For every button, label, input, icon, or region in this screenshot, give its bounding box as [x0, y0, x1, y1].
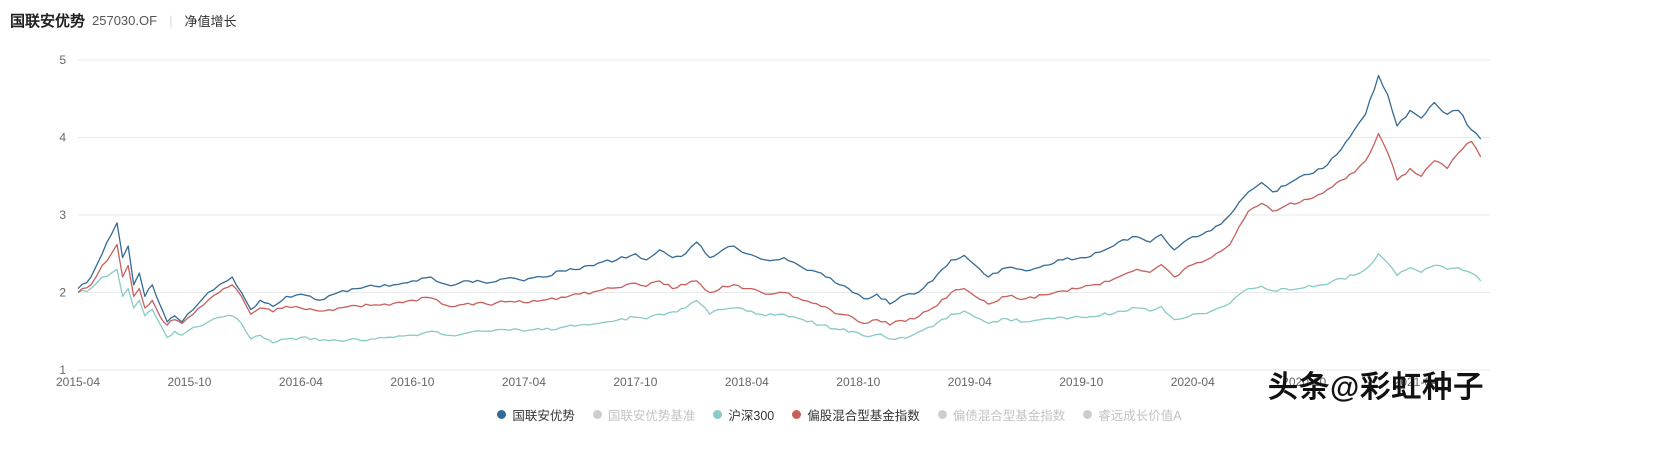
fund-title: 国联安优势: [10, 12, 86, 30]
tab-net-value-growth[interactable]: 净值增长: [184, 13, 237, 29]
x-axis-label: 2019-04: [948, 375, 992, 389]
x-axis-label: 2020-10: [1282, 375, 1326, 389]
legend-label: 沪深300: [728, 408, 775, 423]
y-axis-label: 1: [59, 363, 66, 377]
x-axis-label: 2018-04: [725, 375, 769, 389]
series-line-3: [77, 132, 1482, 326]
y-axis-label: 2: [59, 286, 66, 300]
y-axis-label: 5: [59, 53, 66, 67]
y-axis-label: 3: [59, 208, 66, 222]
legend-label: 睿远成长价值A: [1098, 408, 1182, 423]
legend-dot: [937, 409, 947, 419]
legend-dot: [1083, 409, 1093, 419]
watermark: 头条@彩虹种子: [1268, 371, 1485, 404]
x-axis-label: 2015-10: [167, 375, 211, 389]
legend-item-4[interactable]: 偏债混合型基金指数: [937, 405, 1066, 424]
legend-label: 国联安优势基准: [607, 408, 696, 423]
x-axis-label: 2016-04: [279, 375, 323, 389]
x-axis-label: 2020-04: [1171, 375, 1215, 389]
legend-label: 国联安优势: [512, 408, 575, 423]
legend-item-2[interactable]: 沪深300: [713, 405, 774, 424]
legend-dot: [497, 409, 507, 419]
series-line-0: [77, 74, 1482, 323]
header: 国联安优势 257030.OF | 净值增长: [0, 0, 1679, 40]
x-axis-label: 2017-10: [613, 375, 657, 389]
x-axis-label: 2018-10: [836, 375, 880, 389]
legend-label: 偏股混合型基金指数: [807, 408, 920, 423]
y-axis-label: 4: [59, 131, 66, 145]
legend-label: 偏债混合型基金指数: [952, 408, 1066, 423]
line-chart[interactable]: 1 2 3 4 5 2015-04 2015-10 2016-04 2016-10 2017-04…: [0, 50, 1679, 395]
fund-code: 257030.OF: [92, 12, 158, 28]
legend-item-1[interactable]: 国联安优势基准: [592, 405, 696, 424]
series-line-2: [77, 253, 1482, 344]
legend-dot: [713, 409, 723, 419]
x-axis-label: 2016-10: [390, 375, 434, 389]
chart-area[interactable]: 1 2 3 4 5 2015-04 2015-10 2016-04 2016-10 2017-04…: [0, 50, 1679, 395]
x-axis-label: 2015-04: [56, 375, 100, 389]
legend-item-3[interactable]: 偏股混合型基金指数: [792, 405, 920, 424]
legend-item-0[interactable]: 国联安优势: [497, 405, 575, 424]
legend-dot: [792, 409, 802, 419]
x-axis-label: 2021-04: [1394, 375, 1438, 389]
x-axis-label: 2017-04: [502, 375, 546, 389]
legend-item-5[interactable]: 睿远成长价值A: [1083, 405, 1182, 424]
legend: 国联安优势 国联安优势基准 沪深300 偏股混合型基金指数 偏债混合型基金指数 睿远成长价…: [0, 402, 1679, 426]
legend-dot: [592, 409, 602, 419]
x-axis-label: 2019-10: [1059, 375, 1103, 389]
header-divider: |: [169, 12, 173, 28]
